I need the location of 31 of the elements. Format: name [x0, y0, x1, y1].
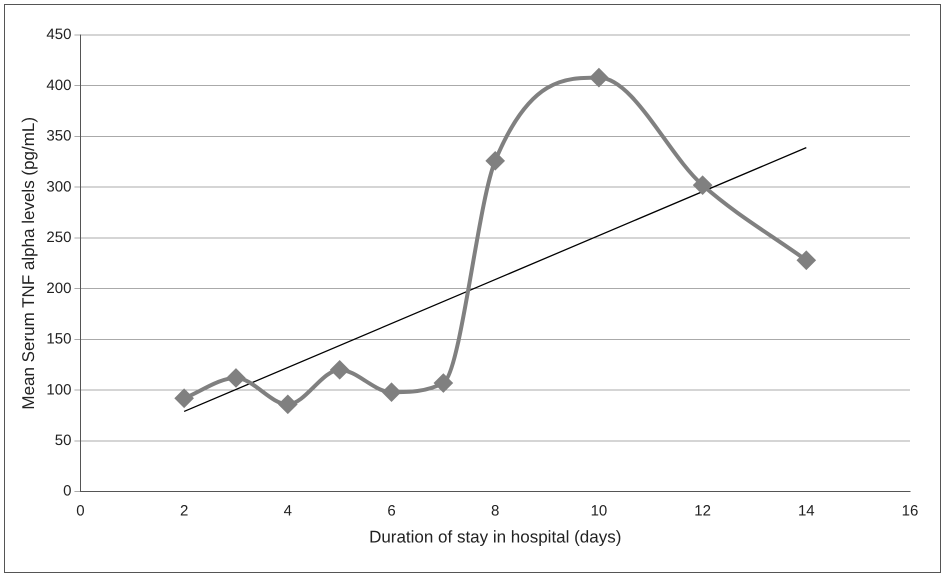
y-tick-label: 350 [46, 128, 72, 145]
point [382, 383, 401, 402]
y-tick-label: 50 [54, 432, 72, 450]
x-tick-label: 12 [694, 502, 711, 520]
y-tick-label: 400 [46, 76, 72, 94]
x-tick-label: 4 [284, 502, 292, 520]
x-axis-title: Duration of stay in hospital (days) [369, 527, 622, 546]
y-tick-label: 200 [46, 280, 72, 297]
x-tick-label: 10 [590, 502, 608, 520]
y-tick-label: 150 [46, 330, 72, 348]
x-tick-label: 16 [902, 502, 918, 520]
y-tick-label: 250 [46, 229, 72, 246]
y-tick-label: 300 [46, 178, 72, 196]
point [797, 251, 816, 270]
point [278, 395, 297, 414]
point [175, 389, 194, 408]
x-tick-label: 2 [180, 502, 188, 520]
y-axis-title: Mean Serum TNF alpha levels (pg/mL) [18, 117, 38, 410]
y-tick-label: 0 [63, 482, 72, 500]
y-tick-label: 450 [46, 26, 72, 44]
x-tick-label: 14 [798, 502, 815, 520]
point [486, 152, 504, 170]
point [330, 360, 349, 379]
point [694, 176, 712, 194]
x-tick-label: 0 [76, 502, 85, 520]
point [226, 368, 245, 387]
point [434, 374, 452, 392]
y-tick-label: 100 [46, 381, 72, 398]
x-tick-label: 8 [491, 502, 500, 520]
point [590, 68, 608, 87]
x-tick-label: 6 [387, 502, 396, 520]
